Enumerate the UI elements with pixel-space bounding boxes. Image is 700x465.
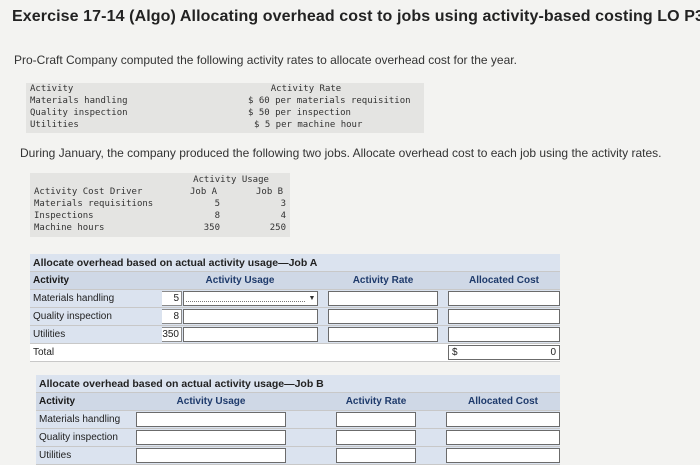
rates-rate-quality: $ 50 per inspection bbox=[248, 108, 351, 118]
exercise-title: Exercise 17-14 (Algo) Allocating overhea… bbox=[12, 8, 700, 25]
job-a-usage-quality-input[interactable] bbox=[183, 309, 318, 324]
usage-a-requisitions: 5 bbox=[214, 199, 220, 209]
usage-a-machine-hours: 350 bbox=[203, 223, 220, 233]
job-a-usage-quality: 8 bbox=[162, 309, 182, 324]
usage-driver-inspections: Inspections bbox=[34, 211, 94, 221]
rates-header-activity: Activity bbox=[30, 84, 74, 94]
job-a-header-cost: Allocated Cost bbox=[448, 271, 560, 290]
job-b-label-quality: Quality inspection bbox=[36, 428, 136, 447]
job-a-total-label: Total bbox=[30, 343, 162, 362]
job-b-header-cost: Allocated Cost bbox=[446, 392, 560, 411]
usage-b-machine-hours: 250 bbox=[269, 223, 286, 233]
job-a-usage-utilities: 350 bbox=[162, 327, 182, 342]
job-a-rate-utilities-input[interactable] bbox=[328, 327, 438, 342]
job-a-usage-utilities-input[interactable] bbox=[183, 327, 318, 342]
activity-usage-table bbox=[30, 173, 290, 237]
job-a-header-activity: Activity bbox=[30, 271, 162, 290]
job-a-usage-materials: 5 bbox=[162, 291, 182, 306]
job-b-label-utilities: Utilities bbox=[36, 446, 136, 465]
table-row: Materials handling bbox=[36, 410, 560, 429]
usage-header-job-a: Job A bbox=[190, 187, 218, 197]
job-a-cost-materials-input[interactable] bbox=[448, 291, 560, 306]
job-a-allocation-table: Allocate overhead based on actual activi… bbox=[30, 254, 560, 362]
job-b-header-usage: Activity Usage bbox=[136, 392, 286, 411]
table-row: Utilities bbox=[36, 446, 560, 465]
rates-activity-quality: Quality inspection bbox=[30, 108, 128, 118]
usage-header-driver: Activity Cost Driver bbox=[34, 187, 143, 197]
job-b-usage-materials-input[interactable] bbox=[136, 412, 286, 427]
table-row: Quality inspection bbox=[36, 428, 560, 447]
january-text: During January, the company produced the… bbox=[20, 146, 662, 160]
job-a-label-materials: Materials handling bbox=[30, 289, 162, 308]
dropdown-arrow-icon: ▼ bbox=[308, 295, 316, 302]
job-b-label-materials: Materials handling bbox=[36, 410, 136, 429]
job-b-header-activity: Activity bbox=[36, 392, 136, 411]
job-a-label-utilities: Utilities bbox=[30, 325, 162, 344]
job-a-header-rate: Activity Rate bbox=[328, 271, 438, 290]
job-b-rate-materials-input[interactable] bbox=[336, 412, 416, 427]
rates-header-rate: Activity Rate bbox=[270, 84, 342, 94]
usage-header-group: Activity Usage bbox=[193, 175, 269, 185]
total-amount: 0 bbox=[550, 347, 556, 358]
table-row: Quality inspection 8 bbox=[30, 307, 560, 326]
job-a-cost-utilities-input[interactable] bbox=[448, 327, 560, 342]
usage-a-inspections: 8 bbox=[214, 211, 220, 221]
job-b-cost-materials-input[interactable] bbox=[446, 412, 560, 427]
job-a-cost-quality-input[interactable] bbox=[448, 309, 560, 324]
job-b-caption: Allocate overhead based on actual activi… bbox=[36, 375, 560, 393]
usage-header-job-b: Job B bbox=[256, 187, 284, 197]
job-a-label-quality: Quality inspection bbox=[30, 307, 162, 326]
currency-symbol: $ bbox=[452, 347, 458, 358]
usage-driver-machine-hours: Machine hours bbox=[34, 223, 105, 233]
job-b-header-rate: Activity Rate bbox=[336, 392, 416, 411]
rates-activity-utilities: Utilities bbox=[30, 120, 79, 130]
usage-driver-requisitions: Materials requisitions bbox=[34, 199, 154, 209]
usage-b-requisitions: 3 bbox=[280, 199, 286, 209]
job-a-total-value: $0 bbox=[448, 345, 560, 360]
job-b-usage-quality-input[interactable] bbox=[136, 430, 286, 445]
job-a-header-usage: Activity Usage bbox=[162, 271, 318, 290]
table-row: Materials handling 5 ▼ bbox=[30, 289, 560, 308]
job-b-rate-quality-input[interactable] bbox=[336, 430, 416, 445]
rates-rate-utilities: $ 5 per machine hour bbox=[254, 120, 363, 130]
rates-activity-materials: Materials handling bbox=[30, 96, 128, 106]
table-row: Utilities 350 bbox=[30, 325, 560, 344]
table-row: Total $0 bbox=[30, 343, 560, 362]
activity-rates-table bbox=[26, 83, 424, 133]
job-b-cost-quality-input[interactable] bbox=[446, 430, 560, 445]
rates-rate-materials: $ 60 per materials requisition bbox=[248, 96, 411, 106]
job-a-rate-materials-input[interactable] bbox=[328, 291, 438, 306]
usage-b-inspections: 4 bbox=[280, 211, 286, 221]
job-a-rate-quality-input[interactable] bbox=[328, 309, 438, 324]
job-a-usage-driver-select[interactable]: ▼ bbox=[183, 291, 318, 306]
job-b-allocation-table: Allocate overhead based on actual activi… bbox=[36, 375, 560, 465]
job-a-caption: Allocate overhead based on actual activi… bbox=[30, 254, 560, 272]
intro-text: Pro-Craft Company computed the following… bbox=[14, 53, 517, 67]
